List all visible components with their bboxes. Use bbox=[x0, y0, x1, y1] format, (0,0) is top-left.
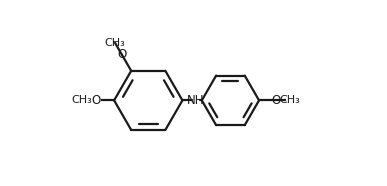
Text: O: O bbox=[91, 94, 100, 107]
Text: O: O bbox=[110, 29, 120, 42]
Text: NH: NH bbox=[187, 94, 204, 107]
Text: CH₃: CH₃ bbox=[72, 95, 92, 105]
Text: CH₃: CH₃ bbox=[104, 38, 125, 48]
Text: O: O bbox=[117, 48, 127, 61]
Text: CH₃: CH₃ bbox=[279, 95, 300, 105]
Text: O: O bbox=[271, 94, 280, 107]
